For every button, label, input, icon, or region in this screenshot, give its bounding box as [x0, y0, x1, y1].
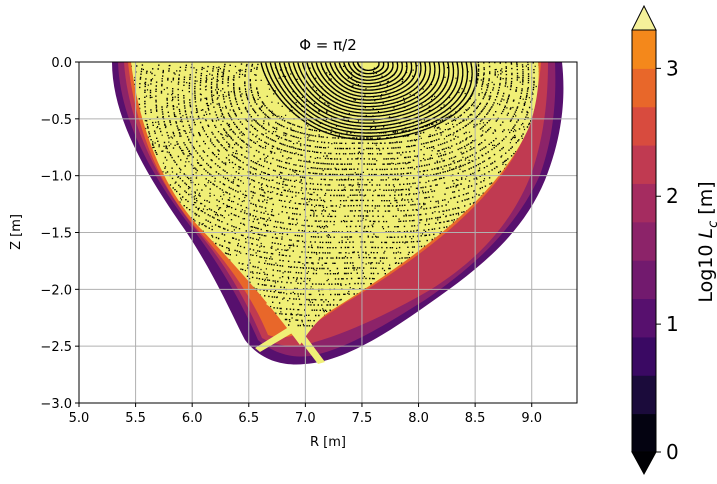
colorbar-segment	[632, 30, 656, 69]
colorbar: 0 1 2 3	[631, 4, 679, 476]
colorbar-label-subscript: c	[706, 221, 717, 228]
y-tick-label: −1.0	[40, 170, 72, 185]
colorbar-label-symbol: L	[695, 228, 717, 239]
colorbar-tick-label: 2	[666, 184, 679, 208]
y-axis-label: Z [m]	[9, 214, 24, 250]
colorbar-segment	[632, 68, 656, 108]
chart-title: Φ = π/2	[299, 36, 357, 54]
colorbar-label-suffix: [m]	[695, 181, 717, 220]
colorbar-segment	[632, 336, 656, 376]
colorbar-segment	[632, 298, 656, 338]
y-tick-label: −2.5	[40, 340, 72, 355]
colorbar-segment	[632, 183, 656, 223]
x-tick-label: 9.0	[521, 411, 542, 426]
x-tick-label: 6.5	[238, 411, 259, 426]
y-tick-label: 0.0	[51, 56, 72, 71]
colorbar-extend-min	[631, 451, 657, 476]
x-axis-label: R [m]	[310, 435, 346, 450]
y-tick-label: −2.0	[40, 283, 72, 298]
y-tick-label: −0.5	[40, 113, 72, 128]
colorbar-tick-label: 0	[666, 440, 679, 464]
poincare-surface-points	[131, 62, 539, 327]
colorbar-label-prefix: Log10	[695, 238, 717, 302]
x-tick-label: 8.5	[465, 411, 486, 426]
x-tick-label: 5.0	[69, 411, 90, 426]
y-tick-label: −3.0	[40, 397, 72, 412]
x-tick-label: 6.0	[182, 411, 203, 426]
x-tick-label: 8.0	[408, 411, 429, 426]
colorbar-frame	[631, 29, 657, 453]
colorbar-tick-label: 3	[666, 56, 679, 80]
colorbar-segment	[632, 221, 656, 261]
x-tick-label: 7.0	[295, 411, 316, 426]
colorbar-label: Log10 Lc [m]	[695, 181, 717, 302]
colorbar-tick-label: 1	[666, 312, 679, 336]
x-tick-label: 5.5	[125, 411, 146, 426]
colorbar-extend-max	[631, 4, 657, 31]
colorbar-segment	[632, 106, 656, 146]
grid	[79, 62, 577, 403]
y-axis: 0.0 −0.5 −1.0 −1.5 −2.0 −2.5 −3.0	[40, 56, 79, 412]
x-axis: 5.0 5.5 6.0 6.5 7.0 7.5 8.0 8.5 9.0	[69, 403, 542, 426]
x-tick-label: 7.5	[352, 411, 373, 426]
y-tick-label: −1.5	[40, 227, 72, 242]
colorbar-segment	[632, 413, 656, 453]
colorbar-segment	[632, 260, 656, 300]
colorbar-segment	[632, 145, 656, 184]
poincare-points	[131, 62, 539, 327]
colorbar-segment	[632, 375, 656, 415]
region-core	[131, 62, 539, 345]
